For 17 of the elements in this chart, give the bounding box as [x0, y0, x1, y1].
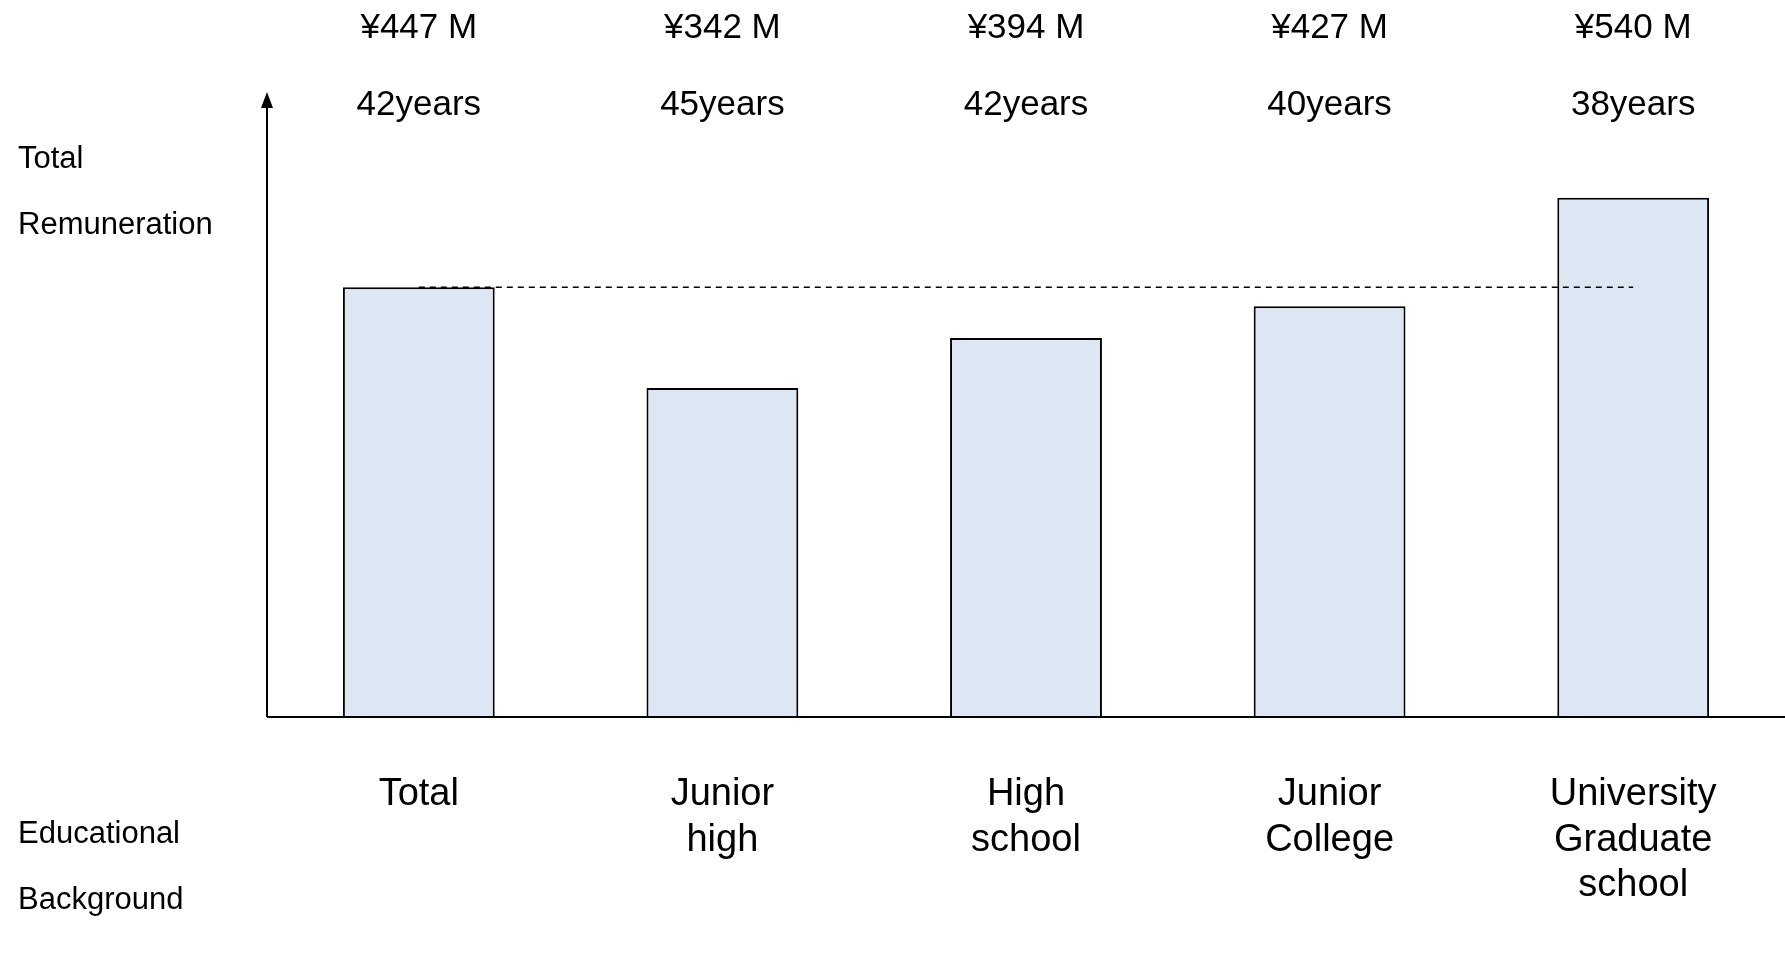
x-tick-label: Junior College	[1265, 771, 1395, 859]
x-tick-label: Junior high	[670, 771, 775, 859]
data-label: ¥447 M	[359, 5, 478, 45]
data-label: ¥394 M	[966, 5, 1085, 45]
text: 42years	[963, 82, 1089, 122]
text: 38years	[1570, 82, 1696, 122]
text: Educational Background	[18, 814, 184, 918]
text: 45years	[660, 82, 785, 122]
y-axis-title: Total Remuneration	[18, 139, 213, 243]
data-label: ¥342 M	[663, 5, 781, 45]
data-label: ¥540 M	[1573, 5, 1692, 45]
text: 42years	[356, 82, 482, 122]
x-tick-label: High school	[971, 771, 1081, 859]
data-label: ¥427 M	[1270, 5, 1388, 45]
text: 40years	[1267, 82, 1392, 122]
x-tick-label: University Graduate school	[1549, 771, 1717, 905]
x-tick-label: Total	[378, 771, 459, 814]
